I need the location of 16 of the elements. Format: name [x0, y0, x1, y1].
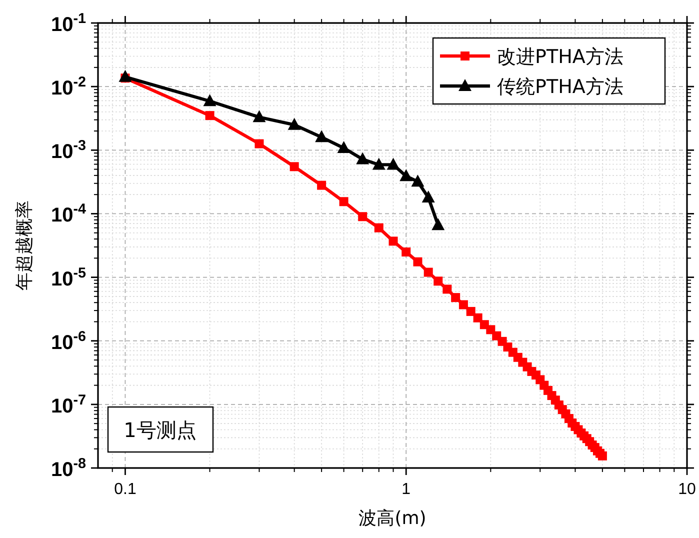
y-tick-label: 10$^{-7}$ [50, 392, 86, 418]
x-axis-title: 波高(m) [358, 508, 426, 529]
x-tick-label: 10 [678, 481, 696, 498]
y-tick-label: 10$^{-4}$ [50, 202, 86, 227]
annotation: 1号测点 [124, 418, 196, 442]
x-tick-label: 0.1 [114, 481, 136, 498]
y-tick-label: 10$^{-8}$ [50, 456, 86, 481]
x-tick-label: 1 [402, 481, 411, 498]
legend-label: 改进PTHA方法 [497, 46, 624, 68]
y-tick-label: 10$^{-5}$ [50, 265, 86, 290]
y-tick-label: 10$^{-2}$ [50, 74, 86, 100]
y-tick-label: 10$^{-6}$ [50, 328, 86, 354]
y-tick-label: 10$^{-3}$ [50, 138, 86, 164]
legend-label: 传统PTHA方法 [497, 76, 624, 98]
y-tick-label: 10$^{-1}$ [50, 11, 86, 36]
y-axis-title: 年超越概率 [14, 200, 35, 290]
